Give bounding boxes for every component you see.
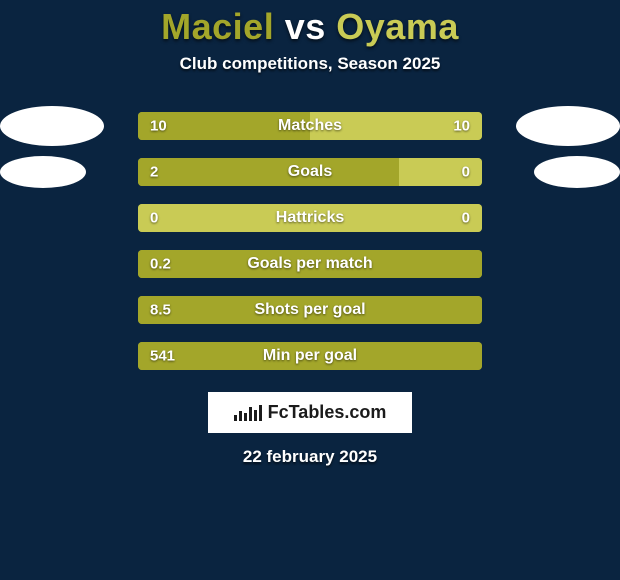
stat-label: Hattricks — [276, 209, 344, 227]
stat-label: Matches — [278, 117, 342, 135]
stat-row: 8.5 Shots per goal — [0, 296, 620, 324]
player-b-avatar — [534, 156, 620, 188]
subtitle: Club competitions, Season 2025 — [180, 54, 441, 74]
bar-left — [138, 158, 399, 186]
value-left: 541 — [150, 348, 175, 365]
stat-label: Shots per goal — [254, 301, 365, 319]
branding-bars-icon — [234, 405, 262, 421]
branding-badge: FcTables.com — [208, 392, 413, 433]
value-left: 0.2 — [150, 256, 171, 273]
bar-track: 8.5 Shots per goal — [138, 296, 482, 324]
bar-track: 541 Min per goal — [138, 342, 482, 370]
date-text: 22 february 2025 — [243, 447, 377, 467]
page-title: Maciel vs Oyama — [161, 6, 459, 48]
bar-track: 0.2 Goals per match — [138, 250, 482, 278]
branding-text: FcTables.com — [268, 402, 387, 423]
player-b-avatar — [516, 106, 620, 146]
stat-row: 2 0 Goals — [0, 158, 620, 186]
stat-label: Min per goal — [263, 347, 357, 365]
value-left: 0 — [150, 210, 158, 227]
stat-label: Goals per match — [247, 255, 372, 273]
comparison-chart: 10 10 Matches 2 0 Goals 0 0 Hattricks 0.2 Goals pe… — [0, 112, 620, 388]
value-left: 2 — [150, 164, 158, 181]
value-left: 8.5 — [150, 302, 171, 319]
stat-label: Goals — [288, 163, 332, 181]
value-right: 0 — [462, 210, 470, 227]
value-right: 0 — [462, 164, 470, 181]
player-a-avatar — [0, 156, 86, 188]
value-right: 10 — [453, 118, 470, 135]
stat-row: 0.2 Goals per match — [0, 250, 620, 278]
bar-track: 0 0 Hattricks — [138, 204, 482, 232]
player-a-name: Maciel — [161, 6, 274, 47]
vs-text: vs — [285, 6, 326, 47]
stat-row: 10 10 Matches — [0, 112, 620, 140]
value-left: 10 — [150, 118, 167, 135]
bar-track: 2 0 Goals — [138, 158, 482, 186]
content-wrapper: Maciel vs Oyama Club competitions, Seaso… — [0, 0, 620, 580]
stat-row: 541 Min per goal — [0, 342, 620, 370]
bar-track: 10 10 Matches — [138, 112, 482, 140]
player-a-avatar — [0, 106, 104, 146]
player-b-name: Oyama — [336, 6, 459, 47]
stat-row: 0 0 Hattricks — [0, 204, 620, 232]
